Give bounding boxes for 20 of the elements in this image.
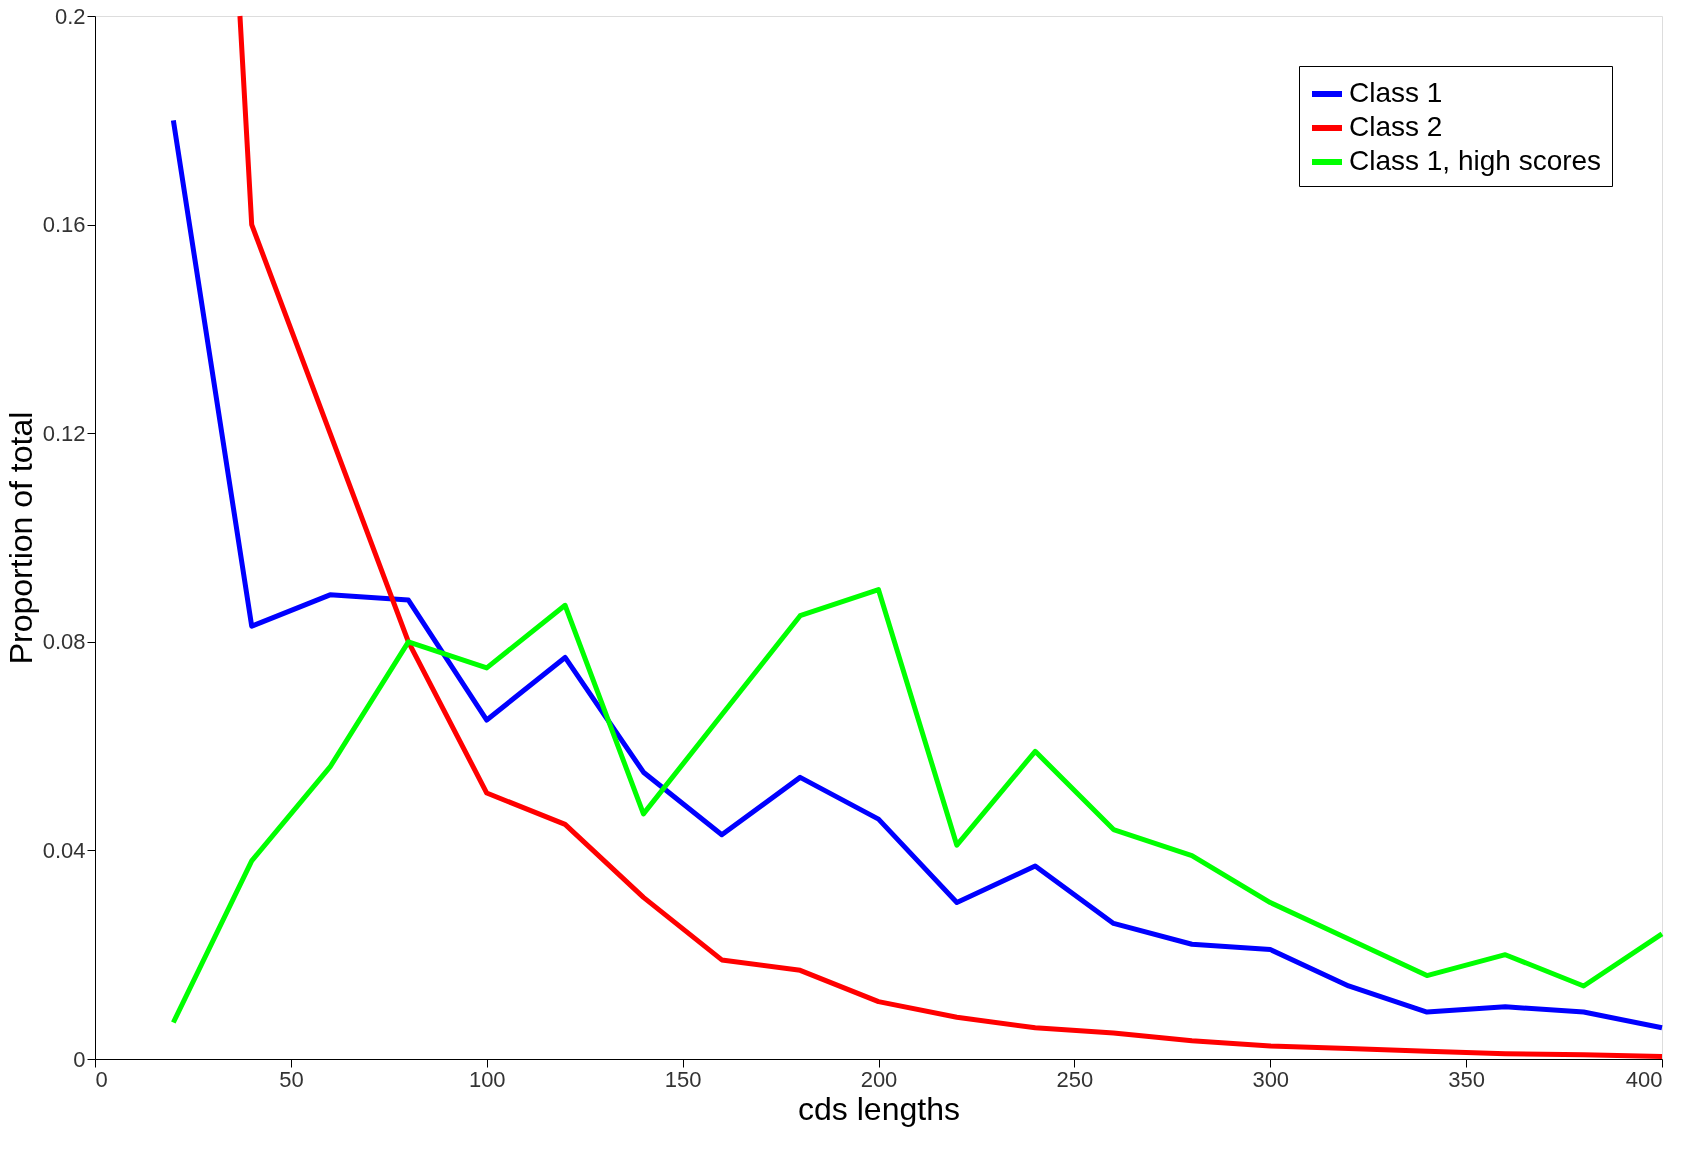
legend-label: Class 1, high scores — [1349, 145, 1602, 176]
x-tick-label: 0 — [95, 1066, 108, 1092]
x-tick-label: 50 — [279, 1066, 304, 1092]
legend-label: Class 2 — [1349, 111, 1443, 142]
y-tick-label: 0.08 — [42, 629, 86, 655]
x-tick-label: 100 — [468, 1066, 506, 1092]
y-tick-label: 0 — [73, 1046, 86, 1072]
y-tick-label: 0.12 — [42, 420, 86, 446]
x-axis-title: cds lengths — [798, 1090, 960, 1127]
x-tick-label: 150 — [664, 1066, 702, 1092]
x-tick-label: 250 — [1056, 1066, 1094, 1092]
x-tick-label: 350 — [1448, 1066, 1485, 1092]
y-axis-title: Proportion of total — [2, 411, 39, 665]
x-tick-label: 200 — [860, 1066, 898, 1092]
legend-label: Class 1 — [1349, 77, 1443, 108]
y-tick-label: 0.04 — [42, 837, 86, 863]
y-tick-label: 0.2 — [54, 3, 86, 29]
y-tick-label: 0.16 — [42, 212, 86, 238]
x-tick-label: 300 — [1252, 1066, 1290, 1092]
x-tick-label: 400 — [1625, 1066, 1663, 1092]
